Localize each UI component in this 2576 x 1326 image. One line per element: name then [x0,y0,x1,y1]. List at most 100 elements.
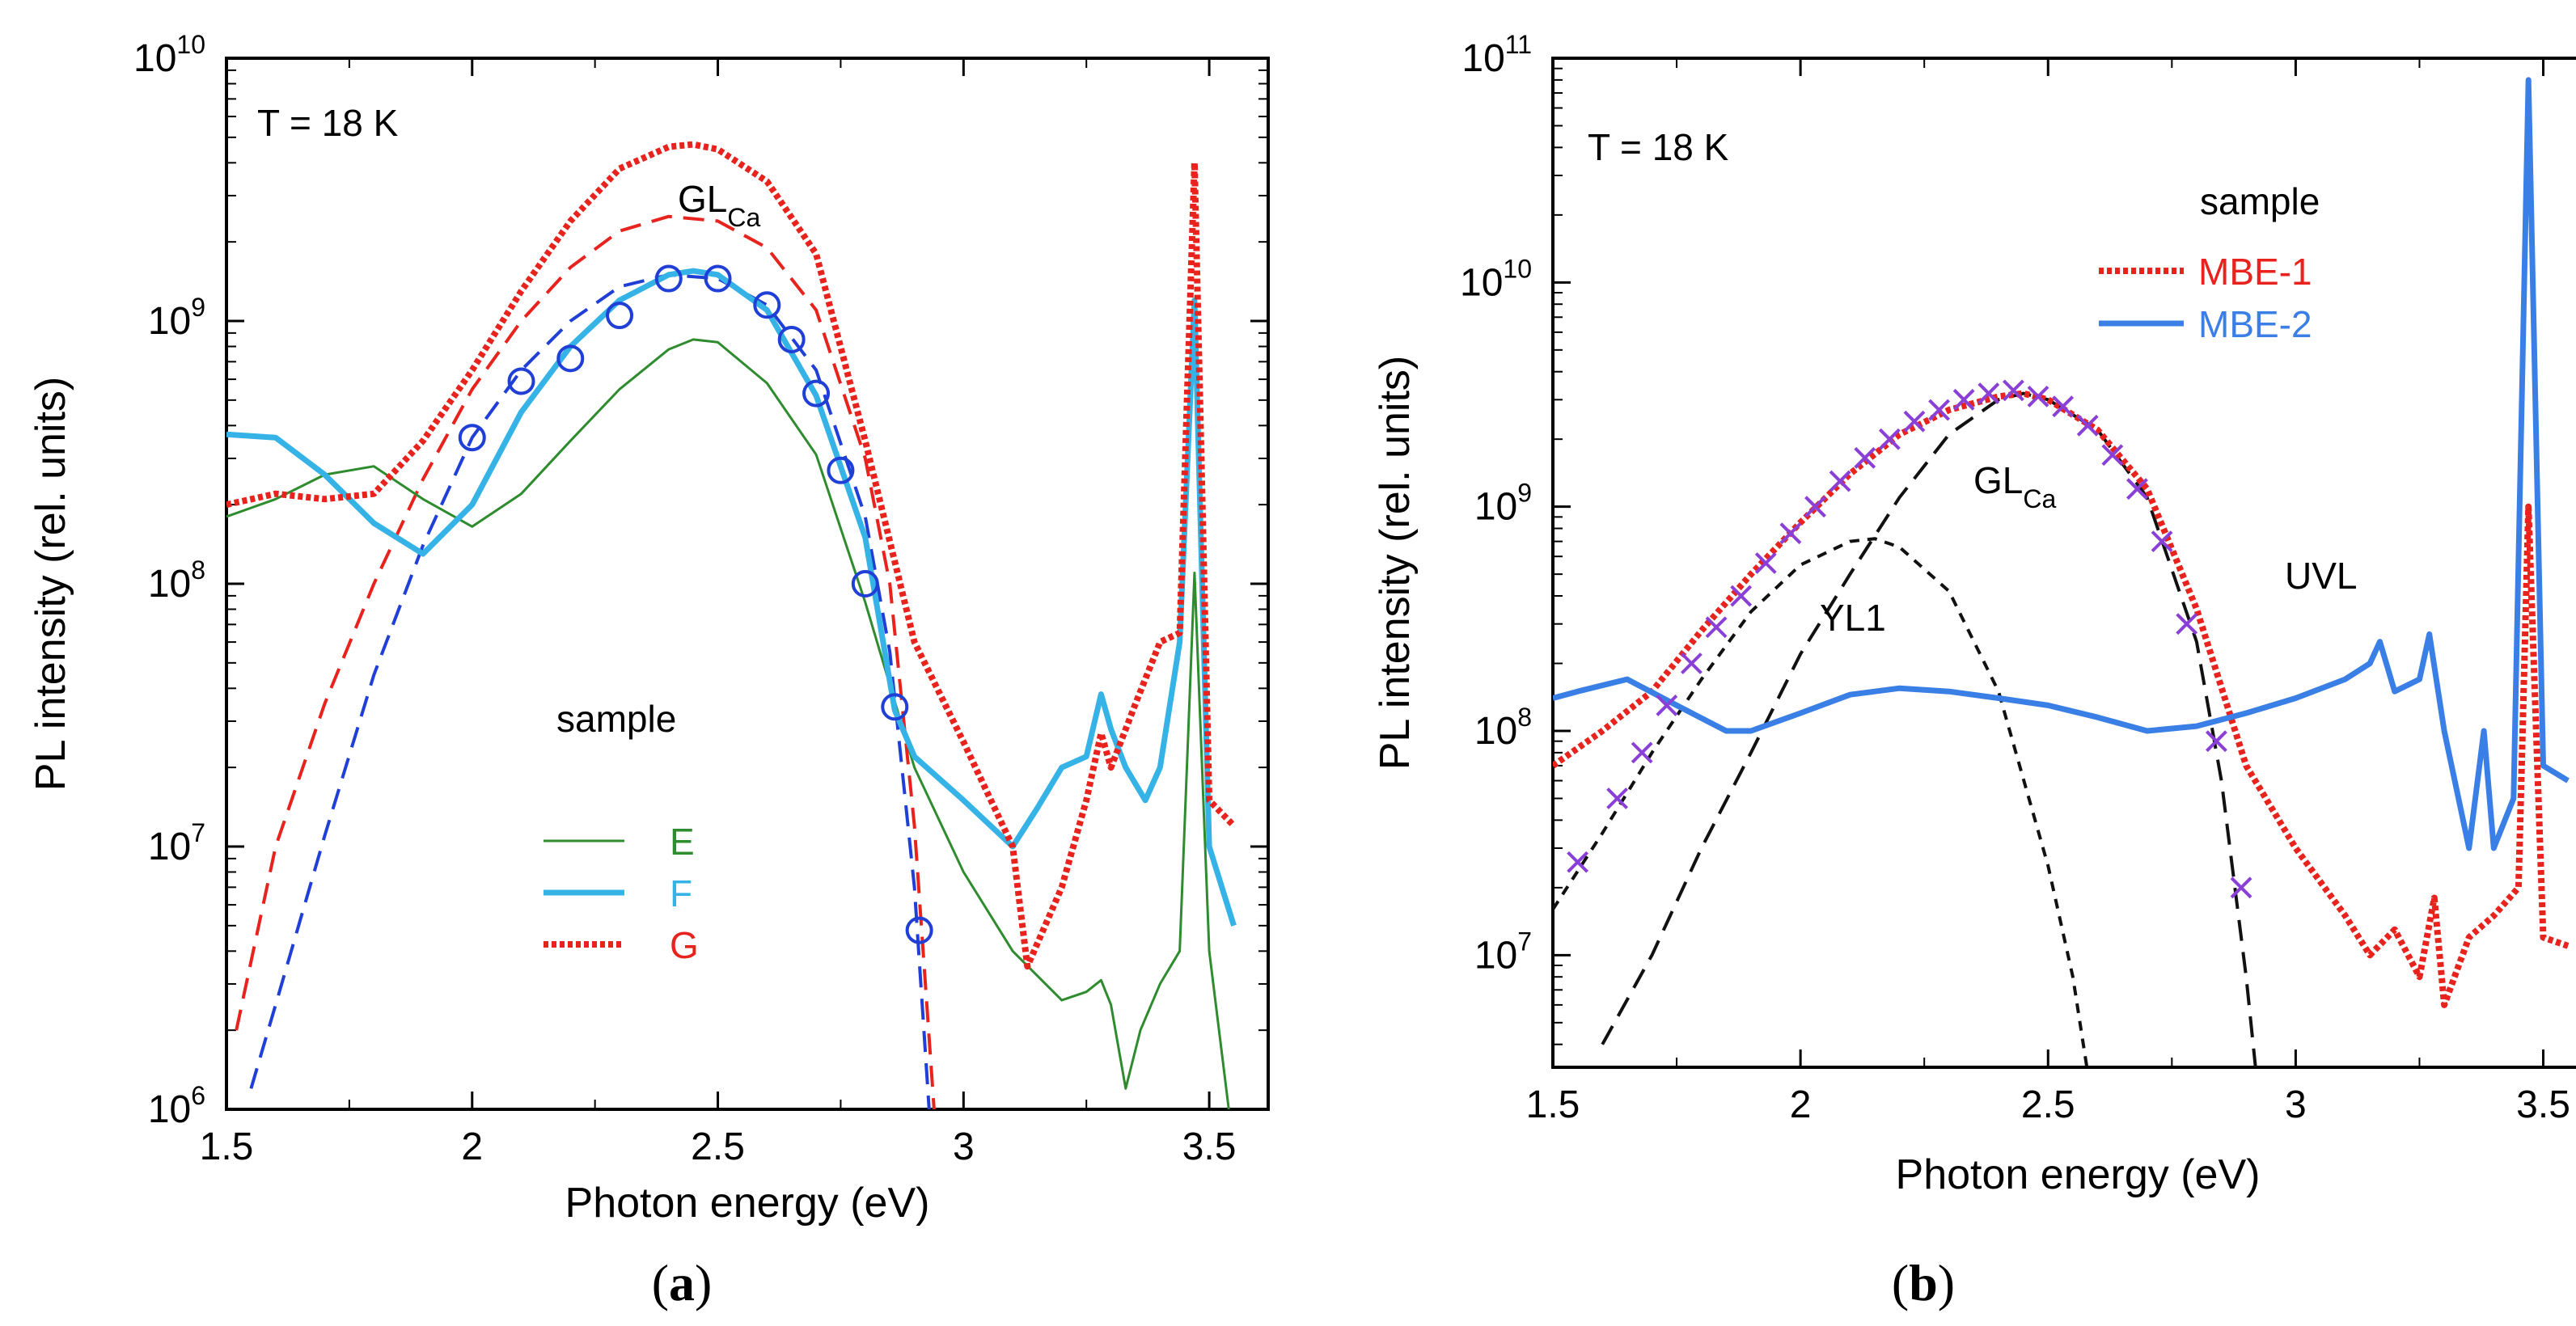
marker-cross [1567,851,1589,873]
marker-cross [1754,552,1777,574]
marker-cross [2206,730,2227,753]
marker-cross [1952,388,1975,411]
y-tick-label: 106 [148,1081,205,1131]
panel-b-temperature-label: T = 18 K [1588,126,1729,168]
marker-cross [2052,395,2075,418]
fit-fit-blue [249,272,931,1109]
legend-label-mbe1: MBE-1 [2198,251,2312,293]
x-tick-label: 2.5 [2021,1083,2075,1126]
x-tick-label: 3.5 [1182,1125,1237,1168]
marker-cross [1606,788,1629,809]
series-g [226,141,1237,970]
series-f [226,268,1237,927]
x-tick-label: 2 [1790,1083,1812,1126]
panel-b-legend-title: sample [2200,180,2320,222]
marker-cross [1681,652,1703,674]
panel-a: 1.5 2 2.5 3 3.5 106 107 108 109 1010 Photon ener… [27,30,1270,1227]
marker-circle [851,570,879,598]
panel-b-gl-main: GL [1973,459,2023,501]
marker-cross [2176,613,2198,636]
panel-a-fit-curves [235,214,936,1109]
panel-a-y-ticks: 106 107 108 109 1010 [133,30,1268,1131]
panel-b-y-label: PL intensity (rel. units) [1372,356,1419,770]
x-tick-label: 2 [461,1125,483,1168]
marker-cross [2027,385,2049,408]
y-tick-label: 109 [1474,479,1532,529]
marker-circle [507,367,535,395]
x-tick-label: 3 [953,1125,975,1168]
panel-b: 1.5 2 2.5 3 3.5 107 108 109 1010 1011 Photon ene… [1372,30,2576,1198]
y-tick-label: 1010 [1460,254,1532,304]
marker-circle [802,379,831,408]
y-tick-label: 107 [148,818,205,868]
legend-label-g: G [670,924,699,966]
panel-a-y-label: PL intensity (rel. units) [27,377,74,791]
panel-a-series [226,141,1237,1109]
marker-circle [556,344,585,373]
marker-circle [654,264,683,293]
series-e [226,338,1230,1109]
marker-cross [1903,410,1926,433]
marker-cross [1928,399,1950,421]
panel-a-legend-title: sample [556,698,676,740]
y-tick-label: 108 [1474,703,1532,753]
panel-b-frame [1551,57,2576,1069]
caption-b: (b) [1892,1254,1955,1311]
series-mbe-2 [1553,77,2570,851]
legend-label-f: F [670,872,692,914]
marker-cross [1804,496,1826,518]
panel-a-temperature-label: T = 18 K [257,102,399,144]
caption-a: (a) [652,1254,713,1311]
marker-circle [458,424,486,452]
y-tick-label: 108 [148,555,205,606]
marker-cross [2076,414,2099,437]
y-tick-label: 1011 [1461,30,1532,80]
y-tick-label: 107 [1474,927,1532,977]
panel-a-gl-subscript: Ca [727,203,760,232]
marker-circle [753,291,781,319]
y-tick-label: 109 [148,293,205,343]
marker-cross [1977,382,2000,404]
panel-b-markers [1567,379,2252,899]
x-tick-label: 2.5 [691,1125,745,1168]
panel-b-gl-label: GLCa [1973,459,2056,513]
x-tick-label: 1.5 [200,1125,254,1168]
panel-a-legend: sample E F G [544,698,699,966]
panel-b-series [1553,77,2570,1008]
marker-cross [2126,478,2148,500]
marker-circle [704,264,732,293]
marker-cross [1854,446,1876,469]
series-mbe-1 [1553,390,2570,1008]
marker-cross [2002,379,2024,402]
x-tick-label: 1.5 [1526,1083,1580,1126]
fit-fit-yl1 [1553,537,2089,1067]
panel-b-yl1-label: YL1 [1820,597,1886,639]
x-tick-label: 3.5 [2516,1083,2570,1126]
marker-cross [1705,616,1728,639]
panel-a-x-label: Photon energy (eV) [565,1180,930,1227]
panel-b-x-label: Photon energy (eV) [1896,1151,2261,1198]
panel-b-legend: sample MBE-1 MBE-2 [2099,180,2320,345]
marker-circle [881,693,909,721]
panel-b-uvl-label: UVL [2285,555,2357,597]
marker-cross [1779,522,1802,545]
marker-circle [777,325,806,353]
marker-cross [2230,876,2252,899]
panel-a-markers [458,264,933,944]
y-tick-label: 1010 [133,30,205,80]
marker-cross [2101,444,2124,467]
marker-cross [1631,741,1653,764]
marker-circle [606,302,634,330]
panel-b-fit-curves [1553,391,2257,1067]
marker-cross [1829,470,1851,492]
panel-b-x-ticks: 1.5 2 2.5 3 3.5 [1526,58,2570,1126]
marker-circle [827,456,855,484]
panel-b-gl-subscript: Ca [2023,484,2056,513]
marker-cross [2151,530,2173,553]
legend-label-e: E [670,821,695,863]
legend-label-mbe2: MBE-2 [2198,303,2312,345]
panel-a-gl-label: GLCa [678,178,760,232]
x-tick-label: 3 [2285,1083,2307,1126]
marker-cross [1656,694,1678,716]
